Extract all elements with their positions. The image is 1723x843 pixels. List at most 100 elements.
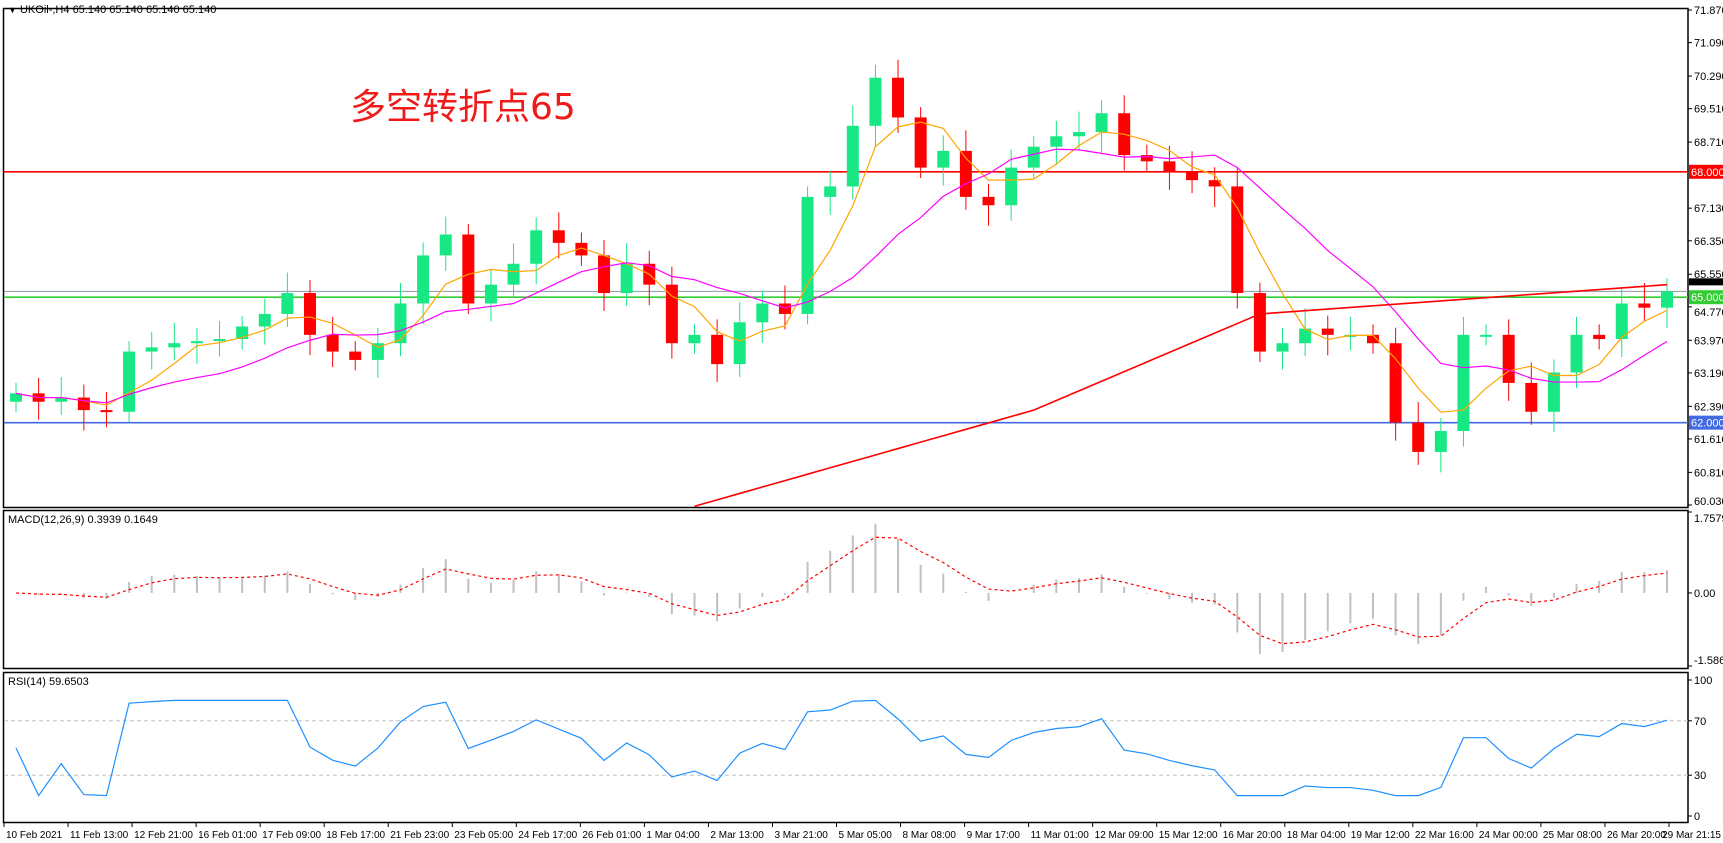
candle-bull bbox=[1615, 303, 1628, 340]
time-tick-label: 12 Feb 21:00 bbox=[134, 830, 193, 841]
candle-bull bbox=[1457, 334, 1470, 432]
candle-bear bbox=[1186, 171, 1199, 181]
candle-bull bbox=[733, 322, 746, 365]
time-tick-label: 19 Mar 12:00 bbox=[1351, 830, 1410, 841]
rsi-tick-label: 70 bbox=[1694, 716, 1706, 728]
candle-bull bbox=[10, 393, 22, 402]
ma-fast-line bbox=[15, 121, 1668, 413]
candle-bull bbox=[168, 343, 181, 348]
time-tick-label: 25 Mar 08:00 bbox=[1543, 830, 1602, 841]
collapse-triangle-icon[interactable]: ▼ bbox=[8, 5, 17, 15]
macd-tick-label: -1.5867 bbox=[1694, 655, 1723, 667]
price-tick-label: 64.770 bbox=[1694, 307, 1723, 319]
time-tick-label: 12 Mar 09:00 bbox=[1095, 830, 1154, 841]
time-tick-label: 23 Feb 05:00 bbox=[454, 830, 513, 841]
time-tick-label: 29 Mar 21:15 bbox=[1662, 830, 1721, 841]
level-price-label: 68.000 bbox=[1691, 167, 1723, 179]
candle-bull bbox=[937, 150, 950, 168]
level-price-label: 62.000 bbox=[1691, 418, 1723, 430]
price-tick-label: 66.350 bbox=[1694, 236, 1723, 248]
time-tick-label: 9 Mar 17:00 bbox=[967, 830, 1021, 841]
macd-panel-frame bbox=[2, 509, 1689, 670]
symbol-label: UKOil-,H4 bbox=[19, 4, 70, 16]
candle-bear bbox=[462, 234, 475, 304]
candle-bull bbox=[688, 334, 701, 344]
rsi-label: RSI(14) 59.6503 bbox=[8, 676, 89, 688]
time-tick-label: 5 Mar 05:00 bbox=[839, 830, 893, 841]
time-tick-label: 1 Mar 04:00 bbox=[646, 830, 700, 841]
price-tick-label: 67.130 bbox=[1694, 203, 1723, 215]
time-tick-label: 24 Mar 00:00 bbox=[1479, 830, 1538, 841]
candle-bull bbox=[371, 343, 384, 360]
time-tick-label: 24 Feb 17:00 bbox=[518, 830, 577, 841]
macd-signal-line bbox=[15, 536, 1668, 645]
rsi-tick-label: 30 bbox=[1694, 770, 1706, 782]
candle-bear bbox=[100, 410, 113, 413]
level-price-tag bbox=[1689, 164, 1723, 179]
main-panel-frame bbox=[2, 7, 1689, 509]
candle-bull bbox=[394, 303, 407, 344]
time-tick-label: 15 Mar 12:00 bbox=[1159, 830, 1218, 841]
ma-mid-line bbox=[15, 148, 1668, 404]
candle-bear bbox=[1163, 161, 1176, 172]
chart-header: ▼ UKOil-,H4 65.140 65.140 65.140 65.140 bbox=[8, 4, 216, 16]
candle-bear bbox=[778, 303, 791, 314]
candle-bull bbox=[258, 313, 271, 327]
candle-bear bbox=[1321, 328, 1334, 335]
time-tick-label: 8 Mar 08:00 bbox=[903, 830, 957, 841]
time-tick-label: 26 Feb 01:00 bbox=[582, 830, 641, 841]
candle-bear bbox=[326, 334, 339, 352]
candle-bull bbox=[123, 351, 136, 412]
level-price-tag bbox=[1689, 415, 1723, 430]
candle-bull bbox=[530, 230, 543, 264]
candle-bear bbox=[982, 196, 995, 206]
candle-bull bbox=[1547, 372, 1560, 412]
candle-bull bbox=[55, 397, 68, 402]
candle-bull bbox=[801, 196, 814, 314]
candle-bear bbox=[1208, 180, 1221, 187]
price-tick-label: 65.550 bbox=[1694, 269, 1723, 281]
macd-label: MACD(12,26,9) 0.3939 0.1649 bbox=[8, 514, 158, 526]
candle-bull bbox=[1661, 291, 1673, 308]
candle-bull bbox=[1570, 334, 1583, 373]
price-tick-label: 71.870 bbox=[1694, 5, 1723, 17]
candle-bull bbox=[1299, 328, 1312, 344]
price-tick-label: 71.090 bbox=[1694, 38, 1723, 50]
candle-bull bbox=[1434, 431, 1447, 452]
candle-bear bbox=[575, 242, 588, 256]
candle-bull bbox=[439, 234, 452, 256]
candle-bear bbox=[598, 255, 611, 294]
candle-bear bbox=[1412, 422, 1425, 452]
candle-bull bbox=[756, 303, 769, 323]
candle-bear bbox=[1502, 334, 1515, 383]
time-tick-label: 17 Feb 09:00 bbox=[262, 830, 321, 841]
candle-bull bbox=[1072, 132, 1085, 137]
candle-bear bbox=[1525, 382, 1538, 412]
price-tick-label: 60.030 bbox=[1694, 496, 1723, 508]
time-tick-label: 16 Mar 20:00 bbox=[1223, 830, 1282, 841]
candle-bull bbox=[1027, 146, 1040, 168]
candle-bull bbox=[824, 186, 837, 197]
ma-long-line bbox=[694, 283, 1668, 507]
time-tick-label: 21 Feb 23:00 bbox=[390, 830, 449, 841]
candle-bear bbox=[665, 284, 678, 344]
candle-bull bbox=[145, 347, 158, 352]
time-tick-label: 10 Feb 2021 bbox=[6, 830, 63, 841]
price-tick-label: 60.810 bbox=[1694, 467, 1723, 479]
candle-bull bbox=[869, 77, 882, 126]
candle-bear bbox=[552, 230, 565, 243]
candle-bear bbox=[711, 334, 724, 365]
candle-bull bbox=[484, 284, 497, 304]
time-tick-label: 18 Feb 17:00 bbox=[326, 830, 385, 841]
candle-bear bbox=[304, 293, 317, 335]
candle-bull bbox=[1276, 343, 1289, 352]
time-tick-label: 22 Mar 16:00 bbox=[1415, 830, 1474, 841]
candle-bear bbox=[1140, 155, 1153, 162]
candle-bull bbox=[417, 255, 430, 304]
macd-tick-label: 1.7579 bbox=[1694, 513, 1723, 525]
price-tick-label: 70.290 bbox=[1694, 71, 1723, 83]
price-tick-label: 61.610 bbox=[1694, 434, 1723, 446]
candle-bull bbox=[1050, 136, 1063, 147]
candle-bull bbox=[190, 341, 203, 344]
